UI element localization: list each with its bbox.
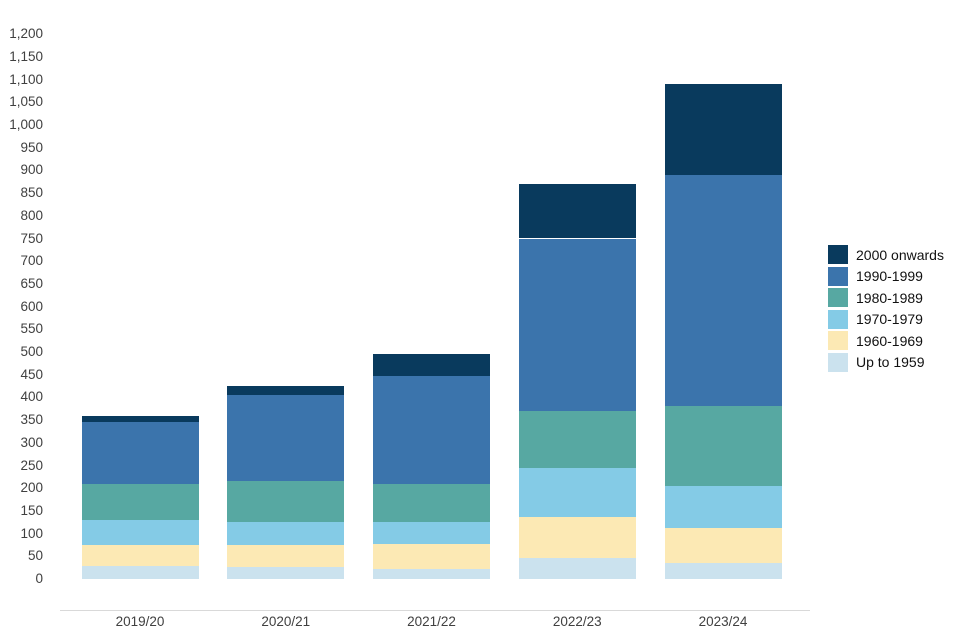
legend-item: 1970-1979 [828,309,923,329]
y-tick-label: 750 [20,230,43,246]
legend-label: 2000 onwards [856,246,944,263]
legend-swatch [828,309,848,329]
y-tick-label: 0 [35,571,43,586]
bar-segment [227,395,345,482]
legend-item: 1990-1999 [828,266,923,286]
bar-segment [518,516,636,558]
legend-label: 1970-1979 [856,311,923,327]
y-tick-label: 850 [20,185,43,201]
bar-segment [664,563,782,579]
bar-segment [664,84,782,175]
bar-segment [373,376,490,484]
bar-segment [227,386,345,396]
bar-segment [518,411,636,468]
y-tick-label: 550 [20,321,43,337]
x-axis-line [60,610,810,611]
bar-segment [227,481,345,522]
y-tick-label: 1,000 [9,117,43,132]
y-tick-label: 1,200 [9,26,43,42]
bar-segment [81,422,199,484]
bar-segment [373,521,490,545]
y-tick-label: 100 [20,525,43,541]
y-tick-label: 1,150 [9,48,43,64]
bar-segment [518,467,636,517]
x-axis-label: 2022/23 [552,614,602,629]
bar-segment [373,354,490,377]
legend-item: 2000 onwards [828,245,944,264]
y-tick-label: 250 [20,457,43,473]
y-tick-label: 1,100 [9,71,43,87]
bar-segment [227,544,345,568]
bar-segment [81,415,199,423]
y-tick-label: 700 [20,253,43,269]
y-tick-label: 350 [20,412,43,428]
legend-item: 1960-1969 [828,331,923,350]
y-tick-label: 450 [20,366,43,382]
y-tick-label: 150 [20,502,43,518]
y-tick-label: 200 [20,480,43,496]
bar-segment [518,238,636,412]
y-tick-label: 300 [20,434,43,450]
legend-swatch [828,266,848,286]
y-tick-label: 650 [20,275,43,291]
legend-swatch [828,288,848,307]
y-tick-label: 1,050 [9,94,43,110]
bar-segment [373,483,490,522]
bar-segment [81,566,199,579]
x-axis-label: 2019/20 [115,614,165,629]
y-tick-label: 800 [20,207,43,223]
legend-swatch [828,245,848,264]
x-axis-label: 2021/22 [407,614,456,629]
bar-segment [227,567,345,579]
bar-segment [518,557,636,579]
y-tick-label: 400 [20,389,43,405]
y-tick-label: 600 [20,298,43,314]
bar-segment [373,569,490,579]
y-tick-label: 50 [27,548,43,564]
bar-segment [81,519,199,545]
x-axis-label: 2023/24 [698,614,748,629]
legend-label: 1980-1989 [856,289,923,306]
legend-label: Up to 1959 [856,354,925,370]
bar-segment [664,485,782,528]
legend-item: Up to 1959 [828,352,925,372]
y-tick-label: 900 [20,162,43,178]
bar-segment [518,184,636,239]
legend-label: 1990-1999 [856,268,923,284]
bar-segment [227,521,345,545]
legend-item: 1980-1989 [828,288,923,307]
bar-segment [373,544,490,569]
y-tick-label: 500 [20,344,43,359]
bar-segment [664,406,782,486]
bar-segment [664,527,782,564]
legend-swatch [828,331,848,350]
y-tick-label: 950 [20,139,43,155]
bar-segment [81,544,199,567]
legend-label: 1960-1969 [856,332,923,349]
bar-segment [664,174,782,407]
bar-segment [81,483,199,520]
x-axis-label: 2020/21 [261,614,311,629]
legend-swatch [828,352,848,372]
